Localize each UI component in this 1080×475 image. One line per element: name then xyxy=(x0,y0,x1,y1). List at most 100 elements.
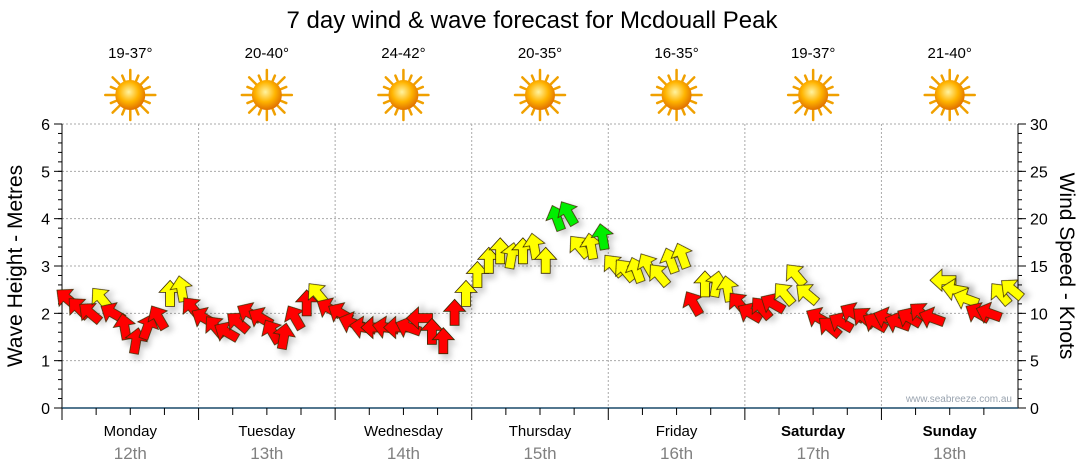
sun-ray xyxy=(276,76,286,86)
wind-arrow xyxy=(670,242,693,270)
wind-arrow xyxy=(79,303,104,326)
wind-arrow xyxy=(533,246,558,274)
wind-arrow xyxy=(953,287,981,310)
sun-ray xyxy=(111,76,121,86)
sun-ray xyxy=(134,107,140,116)
wind-arrow xyxy=(774,283,797,308)
temperature-range: 16-35° xyxy=(654,45,698,62)
wind-arrow xyxy=(405,306,433,331)
sun-disc xyxy=(251,80,282,110)
wind-arrow xyxy=(975,301,1003,324)
sun-ray xyxy=(655,85,664,91)
sun-ray xyxy=(929,85,938,91)
wind-arrow xyxy=(918,306,946,329)
left-tick-label: 2 xyxy=(41,306,50,323)
sun-ray xyxy=(394,74,399,83)
sun-ray xyxy=(794,104,804,114)
sun-ray xyxy=(689,99,698,105)
sun-ray xyxy=(657,76,668,86)
sun-ray xyxy=(120,107,126,116)
sun-ray xyxy=(142,99,151,105)
day-label: Tuesday xyxy=(238,423,295,440)
sun-ray xyxy=(681,74,686,83)
sun-ray xyxy=(246,99,255,105)
sun-ray xyxy=(825,99,834,105)
day-label: Thursday xyxy=(509,423,572,440)
sun-ray xyxy=(940,107,946,116)
sun-ray xyxy=(803,74,809,83)
date-label: 15th xyxy=(523,444,556,463)
day-label: Wednesday xyxy=(364,423,443,440)
sun-ray xyxy=(416,99,425,105)
sun-ray xyxy=(276,104,286,114)
sun-ray xyxy=(803,107,809,116)
sun-ray xyxy=(271,74,277,83)
sun-ray xyxy=(109,99,118,105)
sun-ray xyxy=(689,85,698,91)
day-label: Saturday xyxy=(781,423,846,440)
sun-icon xyxy=(923,68,976,122)
temperature-range: 24-42° xyxy=(381,45,425,62)
sun-ray xyxy=(825,85,834,91)
sun-ray xyxy=(521,104,531,114)
wind-arrow xyxy=(649,264,672,289)
sun-ray xyxy=(519,99,528,105)
day-label: Sunday xyxy=(923,423,978,440)
sun-ray xyxy=(382,99,391,105)
sun-ray xyxy=(247,104,258,114)
sun-ray xyxy=(667,107,673,116)
sun-ray xyxy=(271,107,277,116)
sun-ray xyxy=(930,104,941,114)
sun-disc xyxy=(661,80,692,110)
wind-arrow xyxy=(796,284,821,307)
sun-ray xyxy=(111,104,121,114)
sun-ray xyxy=(552,85,561,91)
temperature-range: 19-37° xyxy=(108,45,152,62)
sun-ray xyxy=(794,76,804,86)
sun-ray xyxy=(962,85,971,91)
right-tick-label: 20 xyxy=(1030,212,1048,229)
sun-ray xyxy=(959,104,969,114)
sun-ray xyxy=(394,107,399,116)
sun-disc xyxy=(115,80,146,110)
temperature-range: 20-40° xyxy=(245,45,289,62)
sun-ray xyxy=(530,107,536,116)
sun-ray xyxy=(817,107,823,116)
sun-ray xyxy=(257,74,263,83)
sun-ray xyxy=(139,76,150,86)
sun-ray xyxy=(412,104,423,114)
sun-icon xyxy=(786,68,840,122)
sun-ray xyxy=(940,74,946,83)
y-axis-right-label: Wind Speed - Knots xyxy=(1055,173,1078,360)
sun-ray xyxy=(134,74,140,83)
left-tick-label: 3 xyxy=(41,259,50,276)
sun-ray xyxy=(519,85,528,91)
sun-disc xyxy=(388,80,419,110)
sun-ray xyxy=(416,85,425,91)
wind-arrow xyxy=(557,201,579,228)
sun-ray xyxy=(247,76,258,86)
sun-ray xyxy=(822,76,833,86)
sun-icon xyxy=(240,68,294,122)
wind-arrow xyxy=(431,327,456,355)
sun-ray xyxy=(246,85,255,91)
date-label: 14th xyxy=(387,444,420,463)
sun-ray xyxy=(279,85,288,91)
wind-arrow xyxy=(1001,279,1025,302)
date-label: 17th xyxy=(797,444,830,463)
date-label: 13th xyxy=(250,444,283,463)
sun-ray xyxy=(407,107,413,116)
left-tick-label: 6 xyxy=(41,117,50,134)
sun-ray xyxy=(552,99,561,105)
sun-ray xyxy=(279,99,288,105)
wind-arrow xyxy=(272,322,296,351)
temperature-range: 19-37° xyxy=(791,45,835,62)
sun-ray xyxy=(412,76,423,86)
temperature-range: 20-35° xyxy=(518,45,562,62)
sun-ray xyxy=(544,107,550,116)
sun-ray xyxy=(959,76,969,86)
sun-ray xyxy=(685,104,696,114)
sun-icon xyxy=(513,68,567,122)
right-tick-label: 10 xyxy=(1030,306,1048,323)
